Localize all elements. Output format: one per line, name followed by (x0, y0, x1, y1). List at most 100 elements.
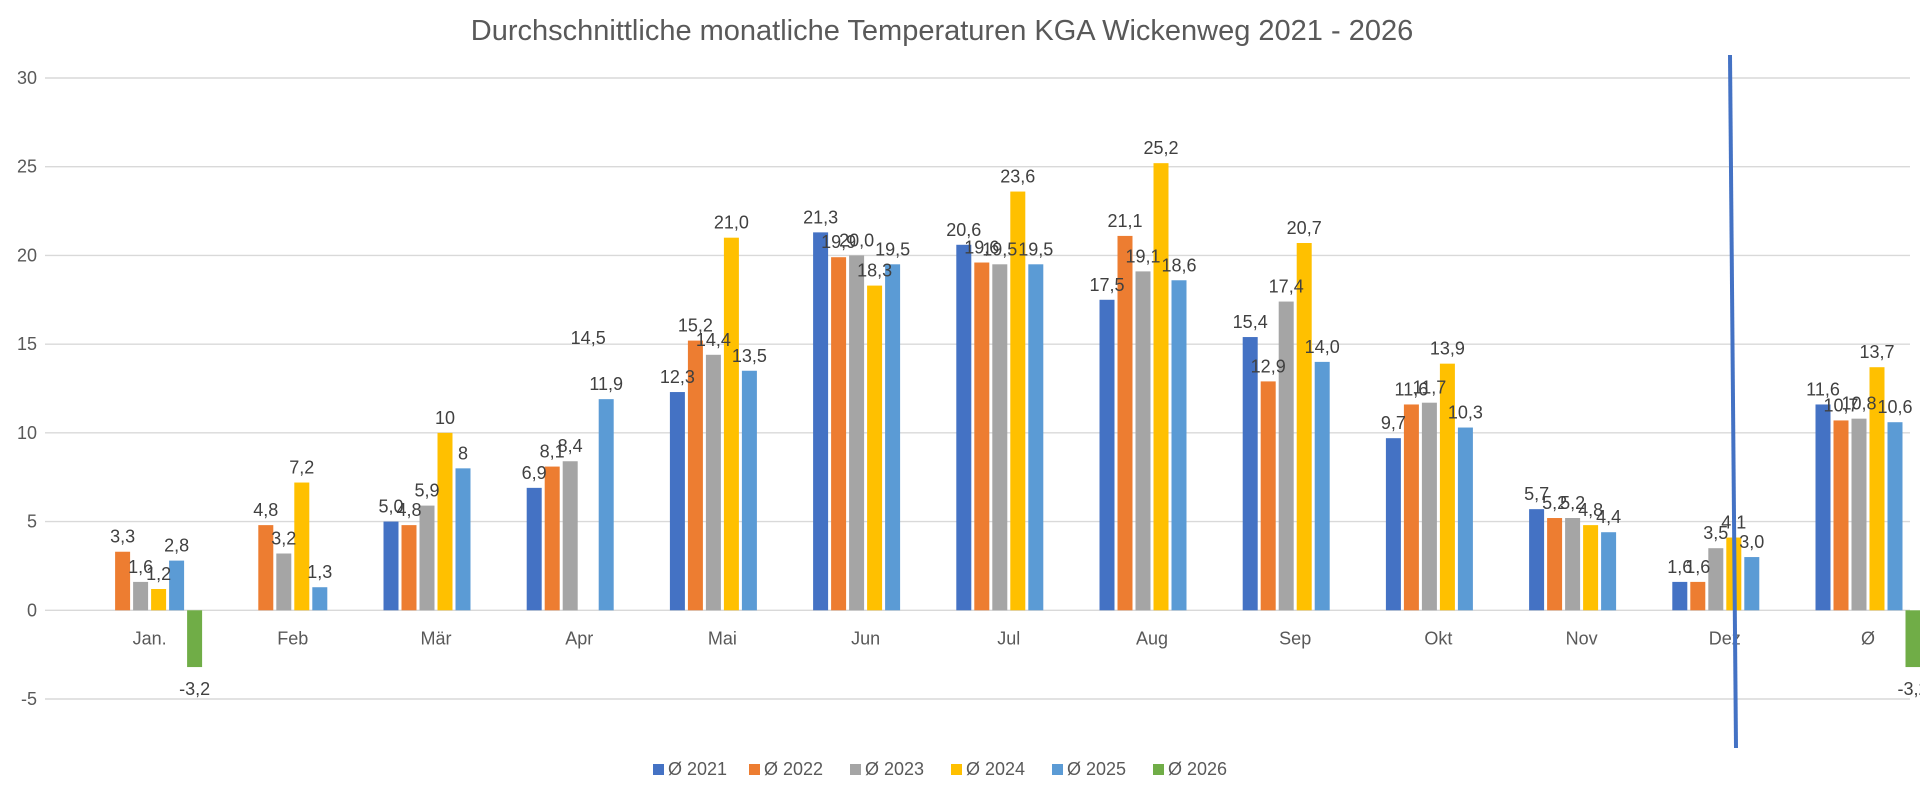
bar-avg-2022-maer (401, 525, 417, 611)
data-label-avg-2024-jun: 18,3 (857, 261, 892, 281)
bar-avg-2021-aug (1099, 299, 1115, 611)
x-tick-label-aug: Aug (1136, 628, 1168, 648)
bar-avg-2022-mai (687, 340, 703, 611)
data-label-avg-2021-aug: 17,5 (1089, 275, 1124, 295)
x-tick-label-nov: Nov (1566, 628, 1598, 648)
data-label-avg-2024-sep: 20,7 (1287, 218, 1322, 238)
data-label-avg-2025-sep: 14,0 (1305, 337, 1340, 357)
bar-series (115, 163, 1920, 668)
data-label-avg-2021-nov: 5,7 (1524, 484, 1549, 504)
data-label-avg-2024-okt: 13,9 (1430, 339, 1465, 359)
x-tick-label-jul: Jul (997, 628, 1020, 648)
chart-title: Durchschnittliche monatliche Temperature… (471, 15, 1413, 47)
bar-avg-2023-nov (1565, 518, 1581, 611)
data-label-avg-2021-apr: 6,9 (522, 463, 547, 483)
bar-avg-2023-aug (1135, 271, 1151, 611)
bar-avg-2021-mai (669, 392, 685, 611)
x-tick-label-jun: Jun (851, 628, 880, 648)
data-label-avg-2025-jun: 19,5 (875, 239, 910, 259)
data-label-avg-2023-avg: 10,8 (1841, 394, 1876, 414)
bar-avg-2021-sep (1242, 337, 1258, 611)
data-label-avg-2023-sep: 17,4 (1269, 277, 1304, 297)
data-label-extra-avg-2024-apr: 14,5 (571, 328, 606, 348)
y-tick-label-5: -5 (21, 689, 37, 709)
data-label-avg-2025-aug: 18,6 (1161, 255, 1196, 275)
bar-avg-2022-feb (258, 525, 274, 611)
data-label-avg-2025-nov: 4,4 (1596, 507, 1621, 527)
bar-avg-2021-dez (1672, 581, 1688, 611)
data-label-avg-2022-okt: 11,6 (1395, 379, 1429, 399)
data-label-avg-2021-maer: 5,0 (378, 497, 403, 517)
bar-avg-2025-apr (598, 399, 614, 611)
x-tick-label-feb: Feb (277, 628, 308, 648)
x-tick-label-okt: Okt (1424, 628, 1452, 648)
data-label-avg-2025-mai: 13,5 (732, 346, 767, 366)
bar-avg-2022-sep (1260, 381, 1276, 611)
x-tick-label-dez: Dez (1709, 628, 1741, 648)
data-label-avg-2025-jan: 2,8 (164, 536, 189, 556)
bar-avg-2025-maer (455, 468, 471, 611)
legend-swatch-avg-2022 (749, 764, 760, 775)
data-label-avg-2023-apr: 8,4 (558, 436, 583, 456)
bar-avg-2022-nov (1547, 518, 1563, 611)
bar-avg-2024-feb (294, 482, 310, 611)
bar-avg-2025-jun (885, 264, 901, 611)
data-label-avg-2023-jan: 1,6 (128, 557, 153, 577)
bar-avg-2023-jun (849, 255, 865, 611)
y-tick-label-15: 15 (17, 334, 37, 354)
data-label-avg-2024-aug: 25,2 (1143, 138, 1178, 158)
data-label-avg-2022-sep: 12,9 (1251, 356, 1286, 376)
bar-avg-2024-okt (1439, 363, 1455, 611)
data-label-avg-2023-maer: 5,9 (414, 481, 439, 501)
data-label-avg-2023-mai: 14,4 (696, 330, 731, 350)
data-label-avg-2025-avg: 10,6 (1877, 397, 1912, 417)
legend-swatch-avg-2026 (1153, 764, 1164, 775)
legend-label-avg-2021: Ø 2021 (668, 759, 727, 779)
bar-avg-2022-apr (544, 466, 560, 611)
data-label-avg-2025-maer: 8 (458, 443, 468, 463)
bar-avg-2022-aug (1117, 235, 1133, 611)
data-label-avg-2023-nov: 5,2 (1560, 493, 1585, 513)
data-label-avg-2024-feb: 7,2 (289, 458, 314, 478)
legend-swatch-avg-2023 (850, 764, 861, 775)
data-label-avg-2022-feb: 4,8 (253, 500, 278, 520)
bar-avg-2025-jan (169, 560, 185, 611)
bar-avg-2023-okt (1421, 402, 1437, 611)
data-label-avg-2022-jun: 19,9 (821, 232, 856, 252)
bar-avg-2021-maer (383, 521, 399, 611)
divider-line (1728, 54, 1738, 749)
data-label-avg-2021-okt: 9,7 (1381, 413, 1406, 433)
data-label-avg-2021-jun: 21,3 (803, 207, 838, 227)
legend: Ø 2021 Ø 2022 Ø 2023 Ø 2024 Ø 2025 Ø 2026 (653, 759, 1227, 779)
legend-label-avg-2025: Ø 2025 (1067, 759, 1126, 779)
y-tick-label-20: 20 (17, 245, 37, 265)
data-label-avg-2025-dez: 3,0 (1739, 532, 1764, 552)
bar-avg-2025-avg (1887, 422, 1903, 611)
legend-swatch-avg-2024 (951, 764, 962, 775)
bar-avg-2025-mai (741, 370, 757, 611)
bar-avg-2026-avg (1905, 610, 1920, 668)
y-tick-label-25: 25 (17, 157, 37, 177)
data-label-avg-2024-jan: 1,2 (146, 564, 171, 584)
data-label-avg-2022-avg: 10,7 (1823, 395, 1858, 415)
data-label-avg-2022-jul: 19,6 (964, 238, 999, 258)
bar-avg-2024-avg (1869, 367, 1885, 611)
bar-avg-2026-jan (187, 610, 203, 668)
bar-avg-2023-feb (276, 553, 292, 611)
bar-avg-2023-mai (705, 354, 721, 611)
data-label-avg-2023-feb: 3,2 (271, 529, 296, 549)
bar-avg-2021-jul (956, 244, 972, 611)
data-label-avg-2023-jul: 19,5 (982, 239, 1017, 259)
data-label-avg-2021-sep: 15,4 (1233, 312, 1268, 332)
bar-avg-2024-aug (1153, 163, 1169, 611)
bar-avg-2023-apr (562, 461, 578, 611)
bar-avg-2022-avg (1833, 420, 1849, 611)
data-label-avg-2022-mai: 15,2 (678, 316, 713, 336)
data-label-avg-2022-dez: 1,6 (1685, 557, 1710, 577)
data-label-avg-2021-dez: 1,6 (1667, 557, 1692, 577)
legend-swatch-avg-2025 (1052, 764, 1063, 775)
x-tick-label-apr: Apr (565, 628, 593, 648)
data-label-avg-2024-maer: 10 (435, 408, 455, 428)
x-tick-label-sep: Sep (1279, 628, 1311, 648)
